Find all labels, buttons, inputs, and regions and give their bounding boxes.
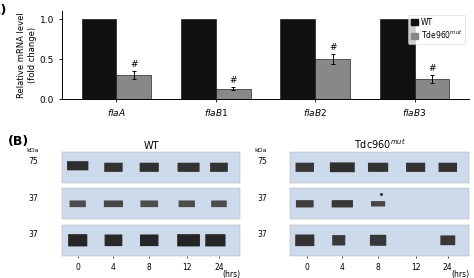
FancyBboxPatch shape — [332, 200, 353, 207]
FancyBboxPatch shape — [330, 162, 355, 172]
Y-axis label: Relative mRNA level
(fold change): Relative mRNA level (fold change) — [18, 12, 37, 98]
FancyBboxPatch shape — [406, 163, 425, 172]
FancyBboxPatch shape — [177, 234, 200, 246]
Bar — [415, 79, 449, 99]
Text: kDa: kDa — [255, 148, 267, 153]
FancyBboxPatch shape — [205, 234, 226, 246]
Title: Tdc960$^{mut}$: Tdc960$^{mut}$ — [354, 137, 406, 151]
FancyBboxPatch shape — [140, 163, 159, 172]
Title: WT: WT — [143, 141, 159, 151]
Bar — [181, 19, 216, 99]
FancyBboxPatch shape — [178, 163, 200, 172]
FancyBboxPatch shape — [296, 200, 314, 207]
FancyBboxPatch shape — [104, 163, 123, 172]
FancyBboxPatch shape — [438, 163, 457, 172]
Bar — [82, 19, 116, 99]
FancyBboxPatch shape — [140, 200, 158, 207]
FancyBboxPatch shape — [368, 163, 388, 172]
Text: 75: 75 — [257, 157, 267, 167]
FancyBboxPatch shape — [440, 235, 455, 245]
Text: 75: 75 — [28, 157, 38, 167]
Text: (hrs): (hrs) — [222, 270, 240, 278]
Text: #: # — [428, 64, 436, 73]
Text: (B): (B) — [8, 135, 29, 148]
FancyBboxPatch shape — [370, 235, 386, 246]
FancyBboxPatch shape — [67, 161, 88, 170]
FancyBboxPatch shape — [295, 234, 314, 246]
FancyBboxPatch shape — [104, 200, 123, 207]
FancyBboxPatch shape — [296, 163, 314, 172]
FancyBboxPatch shape — [211, 200, 227, 207]
Text: (hrs): (hrs) — [451, 270, 469, 278]
Text: #: # — [229, 76, 237, 85]
Bar — [216, 89, 251, 99]
FancyBboxPatch shape — [179, 200, 195, 207]
Bar — [280, 19, 315, 99]
Text: #: # — [329, 43, 336, 52]
Bar — [116, 75, 151, 99]
FancyBboxPatch shape — [140, 234, 158, 246]
FancyBboxPatch shape — [105, 234, 122, 246]
Text: 37: 37 — [28, 230, 38, 239]
Text: 37: 37 — [257, 230, 267, 239]
FancyBboxPatch shape — [68, 234, 87, 246]
Text: 37: 37 — [257, 194, 267, 203]
Legend: WT, Tde960$^{mut}$: WT, Tde960$^{mut}$ — [408, 15, 465, 44]
FancyBboxPatch shape — [70, 200, 86, 207]
Text: (A): (A) — [0, 4, 8, 17]
FancyBboxPatch shape — [371, 201, 385, 207]
FancyBboxPatch shape — [210, 163, 228, 172]
Bar — [315, 59, 350, 99]
FancyBboxPatch shape — [332, 235, 345, 245]
Text: #: # — [130, 60, 137, 69]
Text: kDa: kDa — [26, 148, 38, 153]
Text: 37: 37 — [28, 194, 38, 203]
Bar — [380, 19, 415, 99]
